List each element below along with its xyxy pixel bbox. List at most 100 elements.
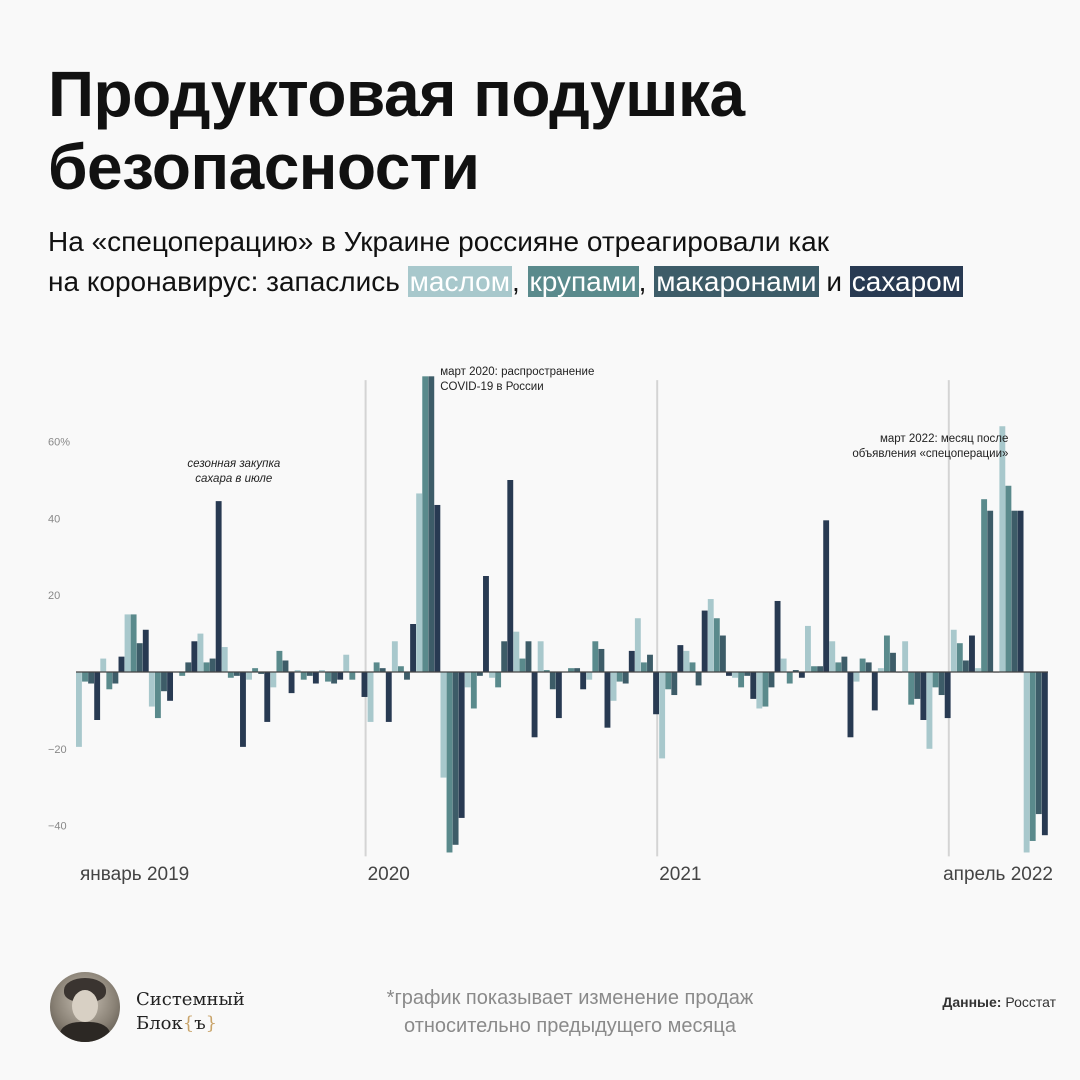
- bar-groats: [956, 643, 963, 672]
- bar-sugar: [483, 576, 489, 672]
- brand-brace-char: ъ: [194, 1013, 206, 1034]
- bar-oil: [634, 618, 641, 672]
- bar-groats: [932, 672, 939, 688]
- bar-oil: [100, 658, 107, 672]
- bar-sugar: [167, 672, 174, 701]
- bar-oil: [902, 641, 909, 672]
- bar-pasta: [404, 672, 410, 680]
- bar-oil: [197, 633, 204, 672]
- bar-oil: [683, 650, 690, 672]
- bar-groats: [519, 658, 526, 672]
- bar-oil: [391, 641, 398, 672]
- bar-sugar: [823, 520, 830, 672]
- subtitle-sep-1: ,: [511, 266, 528, 297]
- legend-pasta: макаронами: [654, 266, 819, 297]
- bar-groats: [422, 376, 429, 672]
- x-axis-label: 2021: [659, 864, 701, 885]
- bar-oil: [756, 672, 763, 709]
- bar-oil: [416, 493, 423, 672]
- title-line-1: Продуктовая подушка: [48, 58, 745, 130]
- brand-logo: Системный Блок{ъ}: [136, 988, 245, 1036]
- bar-oil: [707, 599, 714, 672]
- x-axis-label: 2020: [368, 864, 410, 885]
- bar-pasta: [428, 376, 435, 672]
- bar-oil: [586, 672, 593, 680]
- bar-sugar: [750, 672, 757, 699]
- bar-oil: [853, 672, 860, 682]
- annotation-text: объявления «спецоперации»: [852, 448, 1008, 460]
- bar-pasta: [622, 672, 629, 684]
- bar-groats: [883, 635, 890, 672]
- annotation-text: сезонная закупка: [187, 458, 280, 470]
- bar-groats: [738, 672, 745, 688]
- legend-sugar: сахаром: [849, 266, 963, 297]
- bar-sugar: [142, 629, 149, 672]
- y-tick-label: 20: [48, 590, 60, 602]
- bar-sugar: [653, 672, 660, 715]
- legend-groats: крупами: [527, 266, 639, 297]
- bar-oil: [246, 672, 252, 680]
- bar-sugar: [312, 672, 319, 684]
- y-tick-label: 60%: [48, 437, 70, 449]
- bar-sugar: [191, 641, 198, 672]
- x-axis-label: январь 2019: [80, 864, 189, 885]
- bar-pasta: [1035, 672, 1042, 815]
- bar-oil: [513, 631, 520, 672]
- bar-pasta: [890, 652, 896, 672]
- bar-groats: [543, 670, 550, 672]
- bar-pasta: [914, 672, 921, 699]
- subtitle-and: и: [818, 266, 850, 297]
- bar-oil: [659, 672, 666, 759]
- brand-line-2: Блок{ъ}: [136, 1012, 245, 1036]
- bar-groats: [713, 618, 720, 672]
- source-value: Росстат: [1005, 994, 1056, 1010]
- bar-groats: [1005, 485, 1012, 672]
- author-portrait-logo: [50, 972, 120, 1042]
- bar-pasta: [744, 672, 751, 676]
- bar-sugar: [361, 672, 368, 697]
- bar-sugar: [628, 650, 635, 672]
- bar-sugar: [944, 672, 951, 719]
- bar-groats: [1029, 672, 1036, 841]
- bar-groats: [908, 672, 915, 705]
- brand-brace-close: }: [205, 1013, 218, 1034]
- y-tick-label: −40: [48, 821, 67, 833]
- bar-groats: [981, 499, 988, 672]
- bar-sugar: [969, 635, 975, 672]
- bar-groats: [373, 662, 380, 672]
- legend-oil: маслом: [407, 266, 512, 297]
- bar-pasta: [549, 672, 556, 690]
- bar-pasta: [233, 672, 240, 676]
- bar-sugar: [1041, 672, 1048, 836]
- brand-line-1: Системный: [136, 989, 245, 1010]
- bar-groats: [106, 672, 113, 690]
- subtitle-line-1: На «спецоперацию» в Украине россияне отр…: [48, 226, 829, 257]
- bar-sugar: [798, 672, 805, 678]
- bar-oil: [124, 614, 131, 672]
- bar-oil: [319, 670, 325, 672]
- bar-pasta: [768, 672, 775, 688]
- page-title: Продуктовая подушка безопасности: [48, 58, 1048, 204]
- bar-pasta: [841, 656, 848, 672]
- bar-chart: 60% 40 20 −20 −40 январь 2019 2020 2021 апрель 2…: [48, 366, 1053, 885]
- bar-groats: [640, 662, 647, 672]
- bar-groats: [397, 666, 404, 672]
- bar-oil: [1023, 672, 1030, 853]
- bar-groats: [227, 672, 234, 678]
- bar-groats: [811, 666, 817, 672]
- bar-sugar: [726, 672, 732, 676]
- footnote-line-1: *график показывает изменение продаж: [386, 987, 754, 1009]
- bar-oil: [610, 672, 617, 701]
- annotation-text: COVID-19 в России: [440, 381, 543, 393]
- y-tick-label: −20: [48, 744, 67, 756]
- bar-oil: [440, 672, 447, 778]
- bar-sugar: [555, 672, 562, 719]
- bar-pasta: [258, 672, 265, 674]
- bar-groats: [179, 672, 186, 676]
- bar-groats: [203, 662, 210, 672]
- bar-pasta: [209, 658, 216, 672]
- bar-pasta: [987, 510, 994, 672]
- bar-pasta: [574, 668, 581, 672]
- title-line-2: безопасности: [48, 131, 480, 203]
- bar-oil: [829, 641, 836, 672]
